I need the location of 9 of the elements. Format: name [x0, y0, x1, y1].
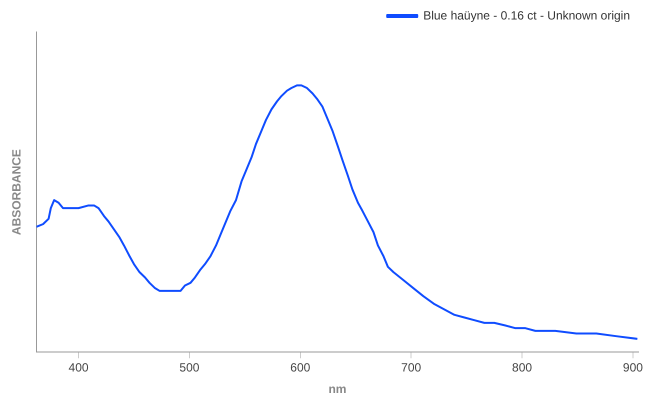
x-tick-label: 900 — [622, 360, 644, 375]
legend-label: Blue haüyne - 0.16 ct - Unknown origin — [423, 8, 630, 22]
x-tick-label: 400 — [68, 360, 89, 375]
x-tick-label: 600 — [290, 360, 311, 375]
y-axis-title: ABSORBANCE — [10, 149, 24, 236]
x-tick-label: 700 — [401, 360, 422, 375]
x-tick-label: 800 — [512, 360, 532, 375]
x-axis-title: nm — [328, 382, 346, 396]
x-tick-label: 500 — [179, 360, 200, 375]
